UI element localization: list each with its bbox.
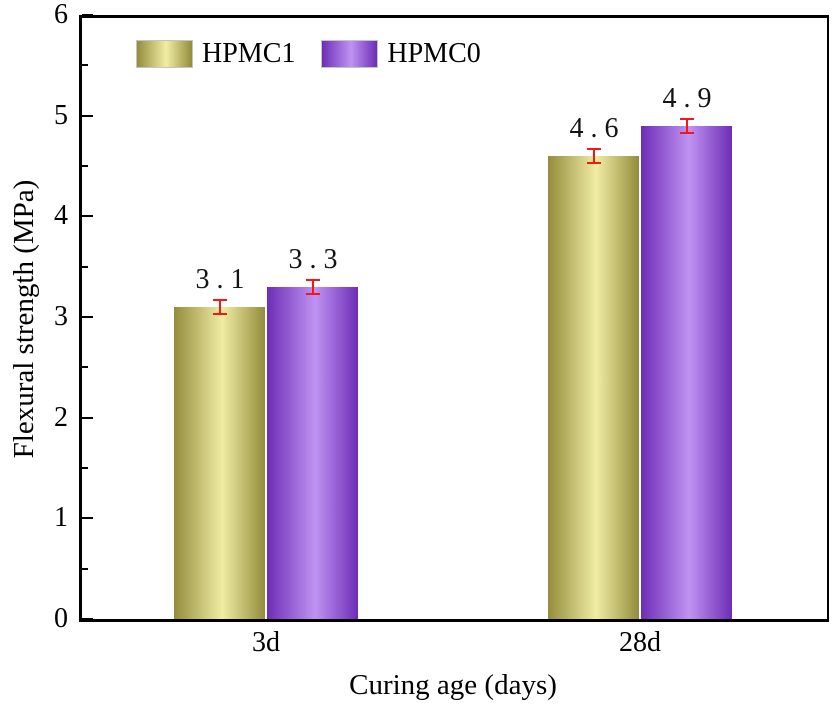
value-label: 4.6	[569, 113, 626, 144]
bar-hpmc0-3d	[267, 287, 358, 619]
y-tick-label: 3	[54, 301, 68, 332]
y-minor-tick	[82, 568, 88, 570]
y-major-tick	[82, 417, 93, 419]
error-bar	[213, 299, 227, 315]
y-minor-tick	[82, 467, 88, 469]
bar-hpmc1-3d	[174, 307, 265, 619]
x-category-label: 28d	[619, 627, 661, 658]
x-axis-title: Curing age (days)	[349, 669, 557, 701]
value-label: 3.1	[195, 264, 252, 295]
y-minor-tick	[82, 64, 88, 66]
y-minor-tick	[82, 165, 88, 167]
error-bar	[587, 148, 601, 164]
legend-item-hpmc1: HPMC1	[136, 38, 295, 70]
plot-area-frame	[79, 15, 829, 622]
y-tick-label: 2	[54, 402, 68, 433]
y-tick-label: 0	[54, 603, 68, 634]
bar-hpmc0-28d	[641, 126, 732, 619]
legend: HPMC1 HPMC0	[136, 38, 481, 70]
y-major-tick	[82, 316, 93, 318]
y-tick-label: 5	[54, 100, 68, 131]
error-bar	[680, 118, 694, 134]
legend-item-hpmc0: HPMC0	[321, 38, 481, 70]
y-major-tick	[82, 618, 93, 620]
value-label: 4.9	[662, 83, 719, 114]
y-minor-tick	[82, 266, 88, 268]
y-tick-label: 1	[54, 502, 68, 533]
y-major-tick	[82, 14, 93, 16]
error-bar-stem	[219, 299, 221, 315]
y-major-tick	[82, 215, 93, 217]
legend-swatch-hpmc0	[321, 40, 379, 68]
bar-hpmc1-28d	[548, 156, 639, 619]
error-bar-stem	[686, 118, 688, 134]
error-bar-stem	[312, 279, 314, 295]
y-major-tick	[82, 517, 93, 519]
error-bar	[306, 279, 320, 295]
y-tick-label: 4	[54, 200, 68, 231]
x-category-label: 3d	[252, 627, 280, 658]
y-minor-tick	[82, 366, 88, 368]
legend-label-hpmc1: HPMC1	[202, 38, 296, 69]
legend-swatch-hpmc1	[136, 40, 193, 68]
legend-label-hpmc0: HPMC0	[387, 38, 481, 69]
y-major-tick	[82, 115, 93, 117]
y-tick-label: 6	[54, 0, 68, 30]
error-bar-stem	[593, 148, 595, 164]
value-label: 3.3	[288, 244, 345, 275]
